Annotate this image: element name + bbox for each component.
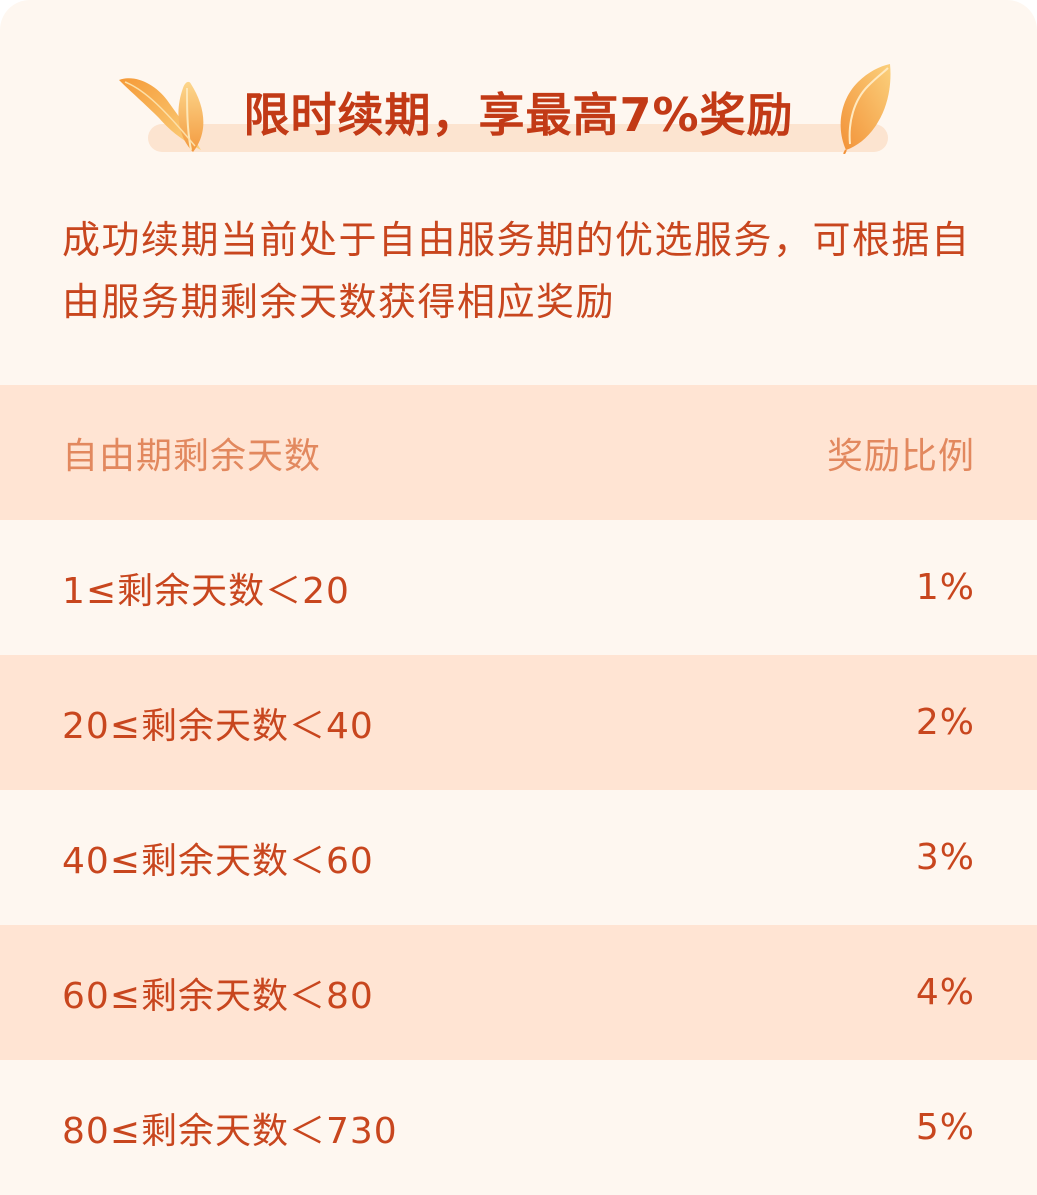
column-header-days: 自由期剩余天数 xyxy=(62,435,322,477)
range-cell: 20≤剩余天数＜40 xyxy=(62,705,374,747)
leaf-icon xyxy=(840,64,891,154)
table-row: 80≤剩余天数＜730 5% xyxy=(0,1060,1037,1195)
range-cell: 1≤剩余天数＜20 xyxy=(62,570,350,612)
table-header: 自由期剩余天数 奖励比例 xyxy=(0,385,1037,520)
ratio-cell: 4% xyxy=(915,972,975,1013)
table-row: 60≤剩余天数＜80 4% xyxy=(0,925,1037,1060)
ratio-cell: 1% xyxy=(915,567,975,608)
page-title: 限时续期，享最高7%奖励 xyxy=(243,88,794,142)
table-row: 20≤剩余天数＜40 2% xyxy=(0,655,1037,790)
leaf-sprig-icon xyxy=(119,78,204,152)
range-cell: 80≤剩余天数＜730 xyxy=(62,1110,398,1152)
title-highlight-bar xyxy=(148,124,888,152)
description-line: 由服务期剩余天数获得相应奖励 xyxy=(62,280,616,324)
ratio-cell: 5% xyxy=(915,1107,975,1148)
description-line: 成功续期当前处于自由服务期的优选服务，可根据自 xyxy=(62,218,971,262)
ratio-cell: 3% xyxy=(915,837,975,878)
column-header-ratio: 奖励比例 xyxy=(826,435,975,477)
range-cell: 60≤剩余天数＜80 xyxy=(62,975,374,1017)
ratio-cell: 2% xyxy=(915,702,975,743)
description: 成功续期当前处于自由服务期的优选服务，可根据自 由服务期剩余天数获得相应奖励 xyxy=(62,209,1002,333)
range-cell: 40≤剩余天数＜60 xyxy=(62,840,374,882)
table-row: 40≤剩余天数＜60 3% xyxy=(0,790,1037,925)
table-row: 1≤剩余天数＜20 1% xyxy=(0,520,1037,655)
reward-table: 自由期剩余天数 奖励比例 1≤剩余天数＜20 1% 20≤剩余天数＜40 2% … xyxy=(0,385,1037,1195)
